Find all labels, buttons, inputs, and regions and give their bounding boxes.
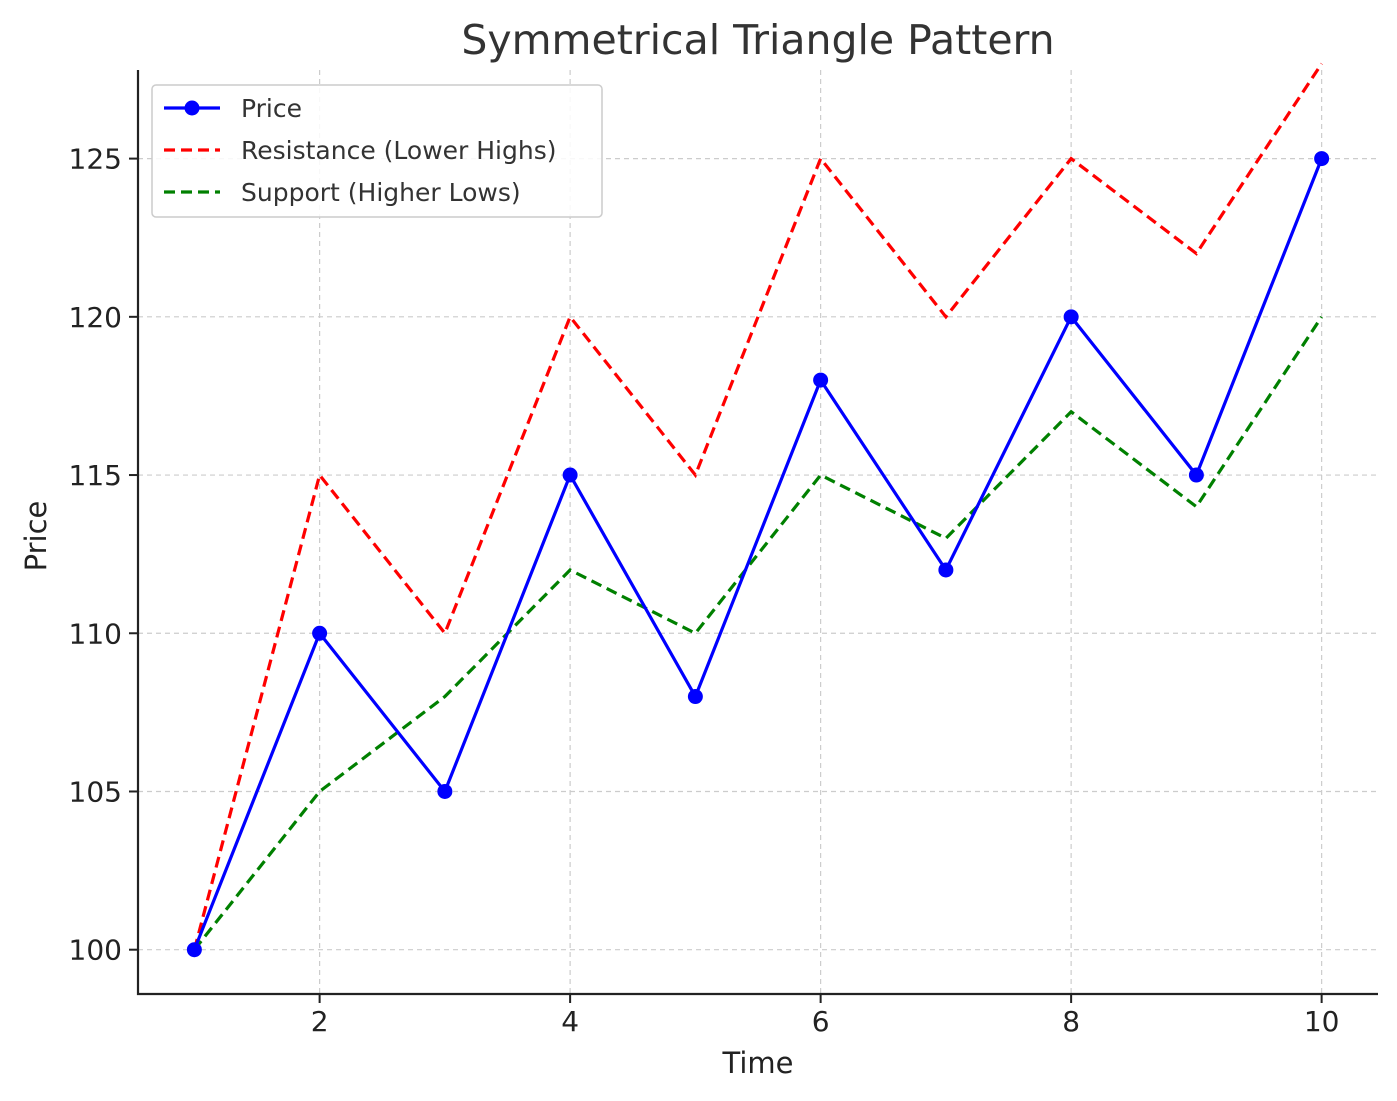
legend-label: Resistance (Lower Highs)	[241, 136, 557, 165]
axis-spines	[136, 70, 1378, 996]
tick-labels: 2 4 6 8 10 100 105 110 115 120 125	[69, 143, 1340, 1038]
legend-marker	[184, 100, 200, 116]
data-point	[562, 467, 578, 483]
legend-box	[151, 84, 603, 218]
series-line-2	[193, 315, 1323, 951]
y-tick-label: 115	[69, 459, 122, 492]
x-tick-label: 2	[311, 1005, 329, 1038]
data-point	[1188, 467, 1204, 483]
chart-title: Symmetrical Triangle Pattern	[461, 16, 1054, 64]
series-layer	[186, 62, 1330, 958]
x-tick-label: 4	[561, 1005, 579, 1038]
x-tick-label: 10	[1304, 1005, 1340, 1038]
legend-label: Support (Higher Lows)	[241, 178, 521, 207]
x-axis-title: Time	[722, 1046, 794, 1080]
x-tick-label: 6	[812, 1005, 830, 1038]
series-line-1	[192, 62, 1323, 951]
legend: Price Resistance (Lower Highs) Support (Hi…	[151, 84, 603, 218]
grid	[138, 70, 1378, 994]
y-tick-label: 105	[69, 775, 122, 808]
axes	[129, 70, 1378, 1003]
y-axis-title: Price	[19, 501, 53, 572]
y-tick-label: 125	[69, 143, 122, 176]
data-point	[437, 783, 453, 799]
y-tick-label: 110	[69, 617, 122, 650]
data-point	[1314, 151, 1330, 167]
data-point	[813, 372, 829, 388]
y-tick-label: 120	[69, 301, 122, 334]
data-point	[312, 625, 328, 641]
y-tick-label: 100	[69, 934, 122, 967]
data-point	[1063, 309, 1079, 325]
series-line-0	[192, 158, 1324, 951]
data-point	[186, 942, 202, 958]
data-point	[687, 689, 703, 705]
legend-label: Price	[241, 94, 302, 123]
data-point	[938, 562, 954, 578]
x-tick-label: 8	[1062, 1005, 1080, 1038]
